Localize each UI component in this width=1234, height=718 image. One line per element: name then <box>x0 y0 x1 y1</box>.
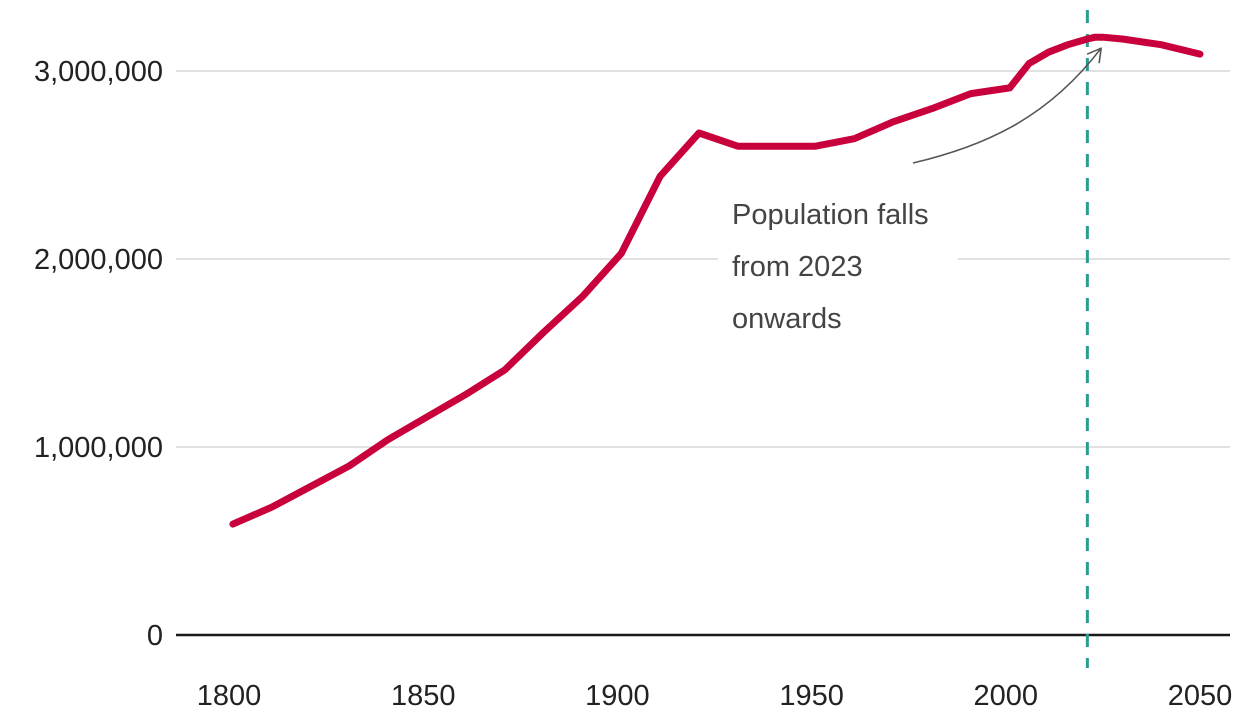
y-tick-label: 2,000,000 <box>34 244 163 276</box>
y-tick-label: 0 <box>147 620 163 652</box>
y-tick-label: 1,000,000 <box>34 432 163 464</box>
annotation-arrow <box>912 47 1102 164</box>
annotation-text-line: Population falls <box>732 199 929 231</box>
series-group <box>229 33 1204 528</box>
annotation-background <box>718 188 958 336</box>
x-tick-label: 1900 <box>585 680 650 712</box>
x-tick-label: 1950 <box>779 680 844 712</box>
annotation-text-line: onwards <box>732 303 842 335</box>
annotation-text-line: from 2023 <box>732 251 863 283</box>
x-tick-label: 1800 <box>197 680 262 712</box>
population-series-line <box>229 33 1204 528</box>
x-tick-label: 2050 <box>1168 680 1233 712</box>
x-tick-label: 1850 <box>391 680 456 712</box>
x-tick-label: 2000 <box>974 680 1039 712</box>
y-tick-label: 3,000,000 <box>34 56 163 88</box>
annotation-arrowhead <box>1086 47 1102 64</box>
axes: 0 1,000,000 2,000,000 3,000,000 1800 1850 1900… <box>34 56 1232 712</box>
gridlines <box>176 70 1230 448</box>
annotation-group: Population falls from 2023 onwards <box>718 47 1102 336</box>
